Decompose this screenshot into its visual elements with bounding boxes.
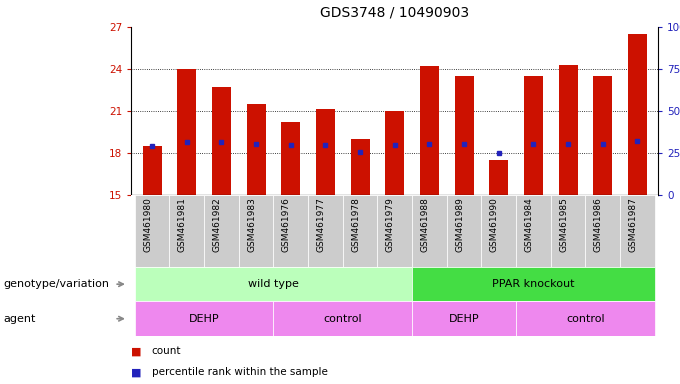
Text: GSM461983: GSM461983 [247, 197, 256, 252]
Bar [420, 66, 439, 195]
Text: GSM461985: GSM461985 [559, 197, 568, 252]
Bar [273, 195, 308, 267]
Text: GSM461984: GSM461984 [524, 197, 533, 252]
Bar [412, 195, 447, 267]
Text: GSM461979: GSM461979 [386, 197, 394, 252]
Text: agent: agent [3, 314, 36, 324]
Bar [169, 195, 204, 267]
Text: PPAR knockout: PPAR knockout [492, 279, 575, 289]
Text: count: count [152, 346, 181, 356]
Bar [585, 195, 620, 267]
Text: GSM461990: GSM461990 [490, 197, 498, 252]
Bar [177, 69, 197, 195]
Bar [247, 104, 266, 195]
Bar [620, 195, 655, 267]
Text: GDS3748 / 10490903: GDS3748 / 10490903 [320, 5, 469, 19]
Bar [282, 122, 301, 195]
Text: control: control [324, 314, 362, 324]
Bar [551, 195, 585, 267]
Text: DEHP: DEHP [189, 314, 220, 324]
Bar [481, 195, 516, 267]
Bar [454, 76, 473, 195]
Text: GSM461976: GSM461976 [282, 197, 291, 252]
Bar [593, 76, 612, 195]
Text: genotype/variation: genotype/variation [3, 279, 109, 289]
Bar [135, 301, 273, 336]
Bar [308, 195, 343, 267]
Text: GSM461989: GSM461989 [455, 197, 464, 252]
Text: GSM461987: GSM461987 [628, 197, 637, 252]
Text: GSM461981: GSM461981 [177, 197, 187, 252]
Bar [143, 146, 162, 195]
Text: GSM461980: GSM461980 [143, 197, 152, 252]
Bar [558, 65, 577, 195]
Bar [273, 301, 412, 336]
Bar [412, 301, 516, 336]
Bar [385, 111, 405, 195]
Bar [343, 195, 377, 267]
Text: GSM461978: GSM461978 [351, 197, 360, 252]
Text: DEHP: DEHP [449, 314, 479, 324]
Text: GSM461977: GSM461977 [316, 197, 326, 252]
Bar [489, 160, 508, 195]
Text: percentile rank within the sample: percentile rank within the sample [152, 367, 328, 377]
Text: ■: ■ [131, 367, 141, 377]
Text: GSM461988: GSM461988 [420, 197, 429, 252]
Text: GSM461986: GSM461986 [594, 197, 602, 252]
Text: GSM461982: GSM461982 [212, 197, 222, 252]
Text: ■: ■ [131, 346, 141, 356]
Bar [135, 267, 412, 301]
Bar [524, 76, 543, 195]
Bar [412, 267, 655, 301]
Bar [239, 195, 273, 267]
Bar [350, 139, 370, 195]
Bar [447, 195, 481, 267]
Text: control: control [566, 314, 605, 324]
Bar [135, 195, 169, 267]
Bar [316, 109, 335, 195]
Bar [377, 195, 412, 267]
Bar [516, 195, 551, 267]
Bar [204, 195, 239, 267]
Bar [628, 34, 647, 195]
Bar [212, 87, 231, 195]
Text: wild type: wild type [248, 279, 299, 289]
Bar [516, 301, 655, 336]
